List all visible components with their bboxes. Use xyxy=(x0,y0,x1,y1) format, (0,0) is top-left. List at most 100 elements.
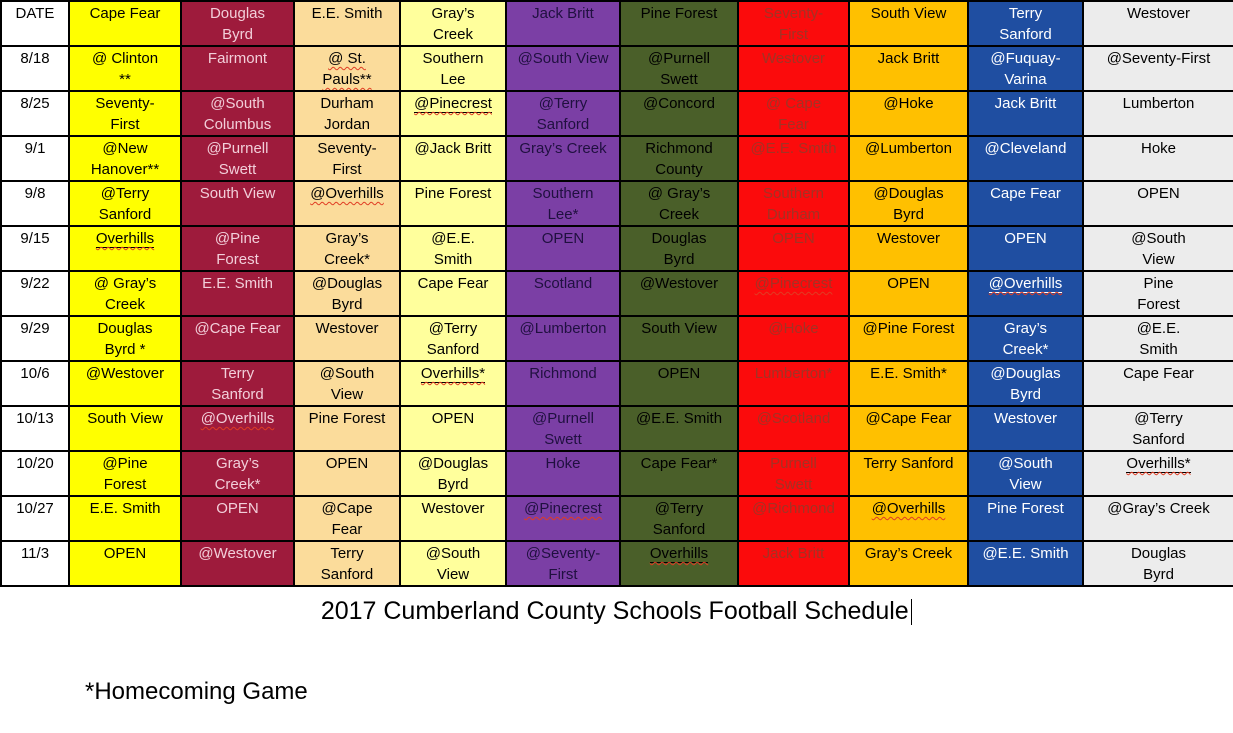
schedule-cell-south-view[interactable]: @Pine Forest xyxy=(848,315,969,362)
document-title[interactable]: 2017 Cumberland County Schools Football … xyxy=(320,597,909,625)
schedule-cell-douglas-byrd[interactable]: @Cape Fear xyxy=(180,315,295,362)
schedule-cell-ee-smith[interactable]: Seventy- First xyxy=(293,135,401,182)
schedule-cell-south-view[interactable]: Gray’s Creek xyxy=(848,540,969,587)
schedule-cell-douglas-byrd[interactable]: South View xyxy=(180,180,295,227)
schedule-cell-cape-fear[interactable]: OPEN xyxy=(68,540,182,587)
schedule-cell-seventy-first[interactable]: Westover xyxy=(737,45,850,92)
schedule-cell-terry-sanford[interactable]: Cape Fear xyxy=(967,180,1084,227)
schedule-cell-westover[interactable]: Pine Forest xyxy=(1082,270,1233,317)
schedule-cell-terry-sanford[interactable]: @Cleveland xyxy=(967,135,1084,182)
schedule-cell-westover[interactable]: OPEN xyxy=(1082,180,1233,227)
schedule-cell-seventy-first[interactable]: @Scotland xyxy=(737,405,850,452)
schedule-cell-ee-smith[interactable]: Terry Sanford xyxy=(293,540,401,587)
schedule-cell-seventy-first[interactable]: Jack Britt xyxy=(737,540,850,587)
schedule-cell-terry-sanford[interactable]: @Douglas Byrd xyxy=(967,360,1084,407)
schedule-cell-terry-sanford[interactable]: @South View xyxy=(967,450,1084,497)
schedule-cell-douglas-byrd[interactable]: @Purnell Swett xyxy=(180,135,295,182)
schedule-cell-pine-forest[interactable]: @Purnell Swett xyxy=(619,45,739,92)
date-cell[interactable]: 10/6 xyxy=(0,360,70,407)
schedule-cell-grays-creek[interactable]: Southern Lee xyxy=(399,45,507,92)
schedule-cell-grays-creek[interactable]: @South View xyxy=(399,540,507,587)
schedule-cell-douglas-byrd[interactable]: OPEN xyxy=(180,495,295,542)
schedule-cell-cape-fear[interactable]: @ Clinton ** xyxy=(68,45,182,92)
schedule-cell-jack-britt[interactable]: Gray’s Creek xyxy=(505,135,621,182)
date-cell[interactable]: 9/22 xyxy=(0,270,70,317)
schedule-cell-pine-forest[interactable]: @Terry Sanford xyxy=(619,495,739,542)
schedule-cell-cape-fear[interactable]: Seventy- First xyxy=(68,90,182,137)
schedule-cell-ee-smith[interactable]: @Overhills xyxy=(293,180,401,227)
schedule-cell-pine-forest[interactable]: Overhills xyxy=(619,540,739,587)
schedule-cell-grays-creek[interactable]: Overhills* xyxy=(399,360,507,407)
schedule-cell-seventy-first[interactable]: @Hoke xyxy=(737,315,850,362)
schedule-cell-pine-forest[interactable]: @E.E. Smith xyxy=(619,405,739,452)
schedule-cell-grays-creek[interactable]: Cape Fear xyxy=(399,270,507,317)
schedule-cell-westover[interactable]: Hoke xyxy=(1082,135,1233,182)
schedule-cell-westover[interactable]: @Terry Sanford xyxy=(1082,405,1233,452)
date-cell[interactable]: 11/3 xyxy=(0,540,70,587)
column-header-douglas-byrd[interactable]: Douglas Byrd xyxy=(180,0,295,47)
schedule-cell-south-view[interactable]: Terry Sanford xyxy=(848,450,969,497)
schedule-cell-jack-britt[interactable]: Richmond xyxy=(505,360,621,407)
schedule-cell-grays-creek[interactable]: OPEN xyxy=(399,405,507,452)
date-cell[interactable]: 9/15 xyxy=(0,225,70,272)
schedule-cell-ee-smith[interactable]: OPEN xyxy=(293,450,401,497)
schedule-cell-jack-britt[interactable]: @Purnell Swett xyxy=(505,405,621,452)
schedule-cell-seventy-first[interactable]: @Richmond xyxy=(737,495,850,542)
schedule-cell-terry-sanford[interactable]: @E.E. Smith xyxy=(967,540,1084,587)
schedule-cell-westover[interactable]: Cape Fear xyxy=(1082,360,1233,407)
schedule-cell-douglas-byrd[interactable]: @Pine Forest xyxy=(180,225,295,272)
column-header-terry-sanford[interactable]: Terry Sanford xyxy=(967,0,1084,47)
schedule-cell-jack-britt[interactable]: @Seventy- First xyxy=(505,540,621,587)
schedule-cell-terry-sanford[interactable]: @Fuquay- Varina xyxy=(967,45,1084,92)
schedule-cell-douglas-byrd[interactable]: Fairmont xyxy=(180,45,295,92)
schedule-cell-terry-sanford[interactable]: Gray’s Creek* xyxy=(967,315,1084,362)
schedule-cell-grays-creek[interactable]: @Jack Britt xyxy=(399,135,507,182)
column-header-pine-forest[interactable]: Pine Forest xyxy=(619,0,739,47)
schedule-cell-south-view[interactable]: Jack Britt xyxy=(848,45,969,92)
schedule-cell-grays-creek[interactable]: Westover xyxy=(399,495,507,542)
date-cell[interactable]: 10/13 xyxy=(0,405,70,452)
schedule-cell-jack-britt[interactable]: @Pinecrest xyxy=(505,495,621,542)
schedule-cell-cape-fear[interactable]: @New Hanover** xyxy=(68,135,182,182)
schedule-cell-grays-creek[interactable]: @E.E. Smith xyxy=(399,225,507,272)
schedule-cell-westover[interactable]: @South View xyxy=(1082,225,1233,272)
date-cell[interactable]: 8/18 xyxy=(0,45,70,92)
schedule-cell-cape-fear[interactable]: @Westover xyxy=(68,360,182,407)
date-column-header[interactable]: DATE xyxy=(0,0,70,47)
schedule-cell-cape-fear[interactable]: @ Gray’s Creek xyxy=(68,270,182,317)
document-title-line[interactable]: 2017 Cumberland County Schools Football … xyxy=(0,596,1233,626)
schedule-cell-pine-forest[interactable]: @Westover xyxy=(619,270,739,317)
schedule-cell-ee-smith[interactable]: Gray’s Creek* xyxy=(293,225,401,272)
schedule-cell-jack-britt[interactable]: Scotland xyxy=(505,270,621,317)
date-cell[interactable]: 8/25 xyxy=(0,90,70,137)
schedule-cell-ee-smith[interactable]: @ St. Pauls** xyxy=(293,45,401,92)
schedule-cell-terry-sanford[interactable]: OPEN xyxy=(967,225,1084,272)
schedule-cell-seventy-first[interactable]: OPEN xyxy=(737,225,850,272)
schedule-cell-south-view[interactable]: OPEN xyxy=(848,270,969,317)
schedule-cell-seventy-first[interactable]: Lumberton* xyxy=(737,360,850,407)
schedule-cell-cape-fear[interactable]: South View xyxy=(68,405,182,452)
column-header-jack-britt[interactable]: Jack Britt xyxy=(505,0,621,47)
column-header-cape-fear[interactable]: Cape Fear xyxy=(68,0,182,47)
schedule-cell-ee-smith[interactable]: Pine Forest xyxy=(293,405,401,452)
date-cell[interactable]: 10/27 xyxy=(0,495,70,542)
schedule-cell-seventy-first[interactable]: @E.E. Smith xyxy=(737,135,850,182)
schedule-cell-douglas-byrd[interactable]: E.E. Smith xyxy=(180,270,295,317)
column-header-seventy-first[interactable]: Seventy- First xyxy=(737,0,850,47)
schedule-cell-westover[interactable]: @Seventy-First xyxy=(1082,45,1233,92)
column-header-grays-creek[interactable]: Gray’s Creek xyxy=(399,0,507,47)
schedule-cell-pine-forest[interactable]: @ Gray’s Creek xyxy=(619,180,739,227)
schedule-cell-grays-creek[interactable]: @Douglas Byrd xyxy=(399,450,507,497)
schedule-cell-terry-sanford[interactable]: Westover xyxy=(967,405,1084,452)
schedule-cell-douglas-byrd[interactable]: Gray’s Creek* xyxy=(180,450,295,497)
schedule-cell-pine-forest[interactable]: Cape Fear* xyxy=(619,450,739,497)
schedule-cell-jack-britt[interactable]: Hoke xyxy=(505,450,621,497)
schedule-cell-grays-creek[interactable]: Pine Forest xyxy=(399,180,507,227)
schedule-cell-cape-fear[interactable]: @Pine Forest xyxy=(68,450,182,497)
schedule-cell-grays-creek[interactable]: @Pinecrest xyxy=(399,90,507,137)
schedule-cell-terry-sanford[interactable]: Pine Forest xyxy=(967,495,1084,542)
column-header-ee-smith[interactable]: E.E. Smith xyxy=(293,0,401,47)
schedule-cell-terry-sanford[interactable]: @Overhills xyxy=(967,270,1084,317)
schedule-cell-seventy-first[interactable]: @ Cape Fear xyxy=(737,90,850,137)
schedule-cell-south-view[interactable]: @Overhills xyxy=(848,495,969,542)
